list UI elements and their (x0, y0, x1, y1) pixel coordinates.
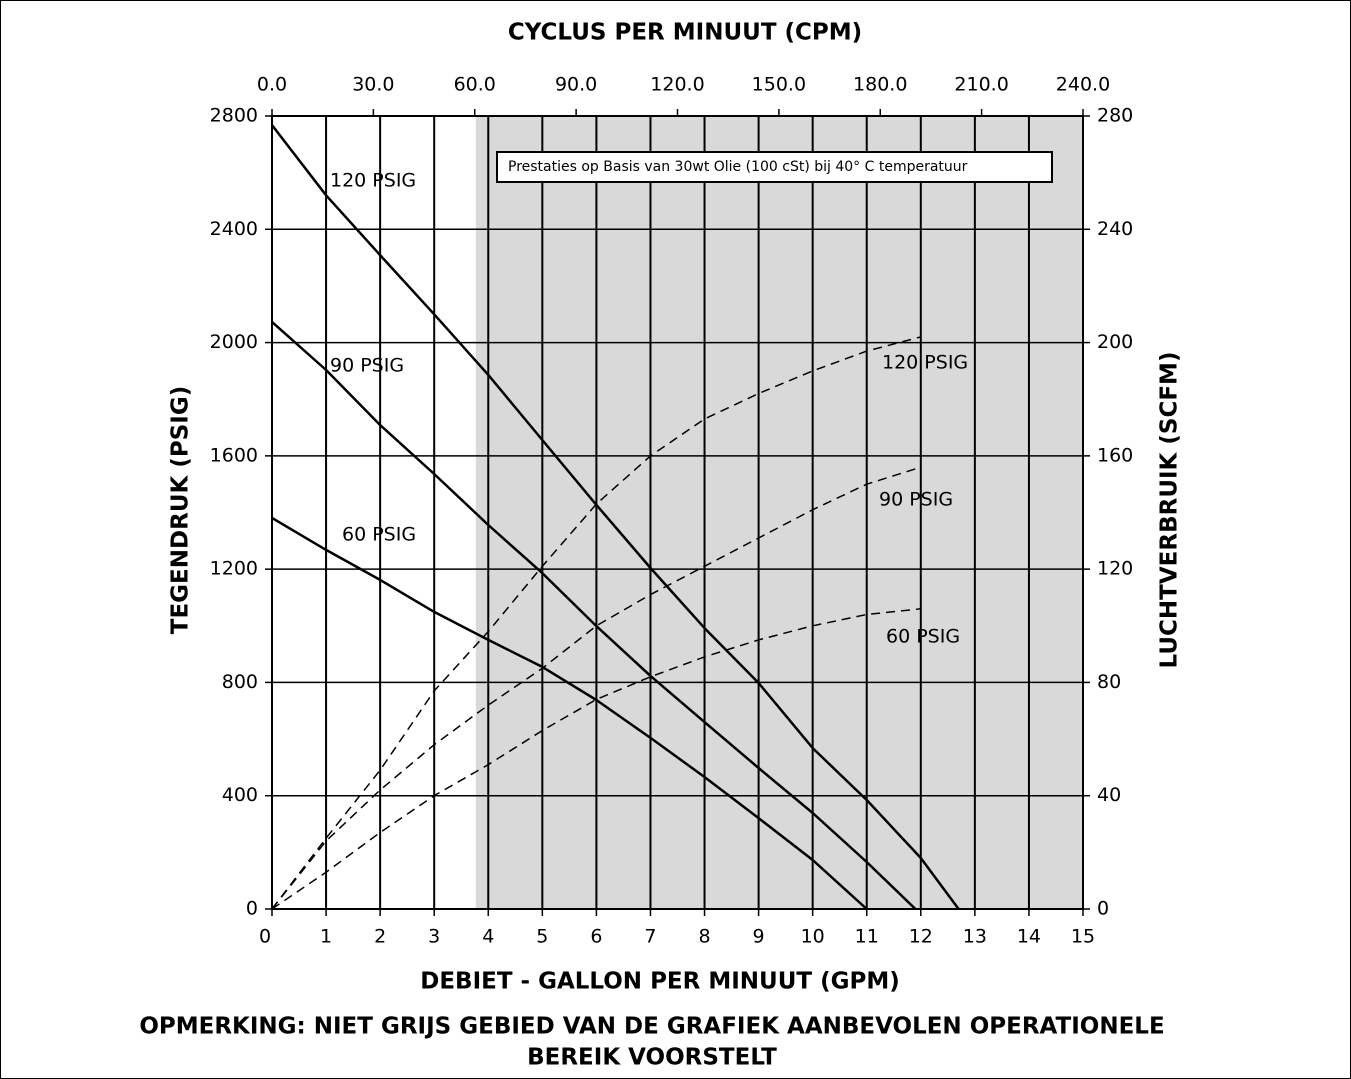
air-curve (271, 466, 922, 910)
x-tick-label: 1 (320, 926, 332, 948)
y2-tick-label: 200 (1097, 331, 1133, 353)
x2-tick-label: 0.0 (257, 74, 287, 96)
y2-tick-label: 160 (1097, 444, 1133, 466)
y-tick-label: 2400 (210, 218, 258, 240)
pressure-curve (271, 124, 960, 910)
series-label: 90 PSIG (330, 355, 404, 377)
y-tick-label: 400 (222, 784, 258, 806)
note: BEREIK VOORSTELT (527, 1045, 777, 1071)
x-tick-label: 10 (801, 926, 825, 948)
annotation-box (496, 151, 1053, 183)
x-tick-label: 14 (1017, 926, 1041, 948)
shaded-region (475, 116, 1084, 909)
x-tick-label: 13 (963, 926, 987, 948)
x-tick-label: 0 (259, 926, 271, 948)
series-label: 60 PSIG (342, 524, 416, 546)
x2-tick-label: 30.0 (352, 74, 394, 96)
y2-tick-label: 40 (1097, 784, 1121, 806)
x2-tick-label: 60.0 (454, 74, 496, 96)
chart-title: CYCLUS PER MINUUT (CPM) (508, 20, 862, 46)
x-tick-label: 8 (698, 926, 710, 948)
x-tick-label: 12 (909, 926, 933, 948)
x2-tick-label: 120.0 (650, 74, 704, 96)
y-tick-label: 0 (246, 898, 258, 920)
x-tick-label: 6 (590, 926, 602, 948)
series-label: 60 PSIG (886, 626, 960, 648)
series-label: 120 PSIG (330, 170, 416, 192)
series-label: 120 PSIG (882, 352, 968, 374)
y-axis-label: TEGENDRUK (PSIG) (168, 386, 194, 634)
note: OPMERKING: NIET GRIJS GEBIED VAN DE GRAF… (139, 1014, 1164, 1040)
x-tick-label: 3 (428, 926, 440, 948)
x-axis-label: DEBIET - GALLON PER MINUUT (GPM) (420, 969, 900, 995)
air-curve (271, 608, 921, 910)
x-tick-label: 11 (855, 926, 879, 948)
y-tick-label: 1600 (210, 444, 258, 466)
pressure-curve (271, 516, 868, 910)
x2-tick-label: 90.0 (555, 74, 597, 96)
x-tick-label: 2 (374, 926, 386, 948)
y-tick-label: 2000 (210, 331, 258, 353)
y2-tick-label: 0 (1097, 898, 1109, 920)
y-tick-label: 1200 (210, 558, 258, 580)
y2-tick-label: 280 (1097, 105, 1133, 127)
y-tick-label: 2800 (210, 105, 258, 127)
x-tick-label: 5 (536, 926, 548, 948)
x2-tick-label: 240.0 (1056, 74, 1110, 96)
x2-tick-label: 150.0 (752, 74, 806, 96)
y2-axis-label: LUCHTVERBRUIK (SCFM) (1157, 352, 1183, 669)
y2-tick-label: 120 (1097, 558, 1133, 580)
x2-tick-label: 210.0 (954, 74, 1008, 96)
x-tick-label: 7 (644, 926, 656, 948)
y2-tick-label: 80 (1097, 671, 1121, 693)
y-tick-label: 800 (222, 671, 258, 693)
x-tick-label: 9 (753, 926, 765, 948)
x-tick-label: 15 (1071, 926, 1095, 948)
x2-tick-label: 180.0 (853, 74, 907, 96)
series-label: 90 PSIG (879, 489, 953, 511)
pressure-curve (271, 320, 917, 910)
y2-tick-label: 240 (1097, 218, 1133, 240)
x-tick-label: 4 (482, 926, 494, 948)
annotation: Prestaties op Basis van 30wt Olie (100 c… (508, 159, 968, 175)
plot-border (271, 115, 1084, 910)
